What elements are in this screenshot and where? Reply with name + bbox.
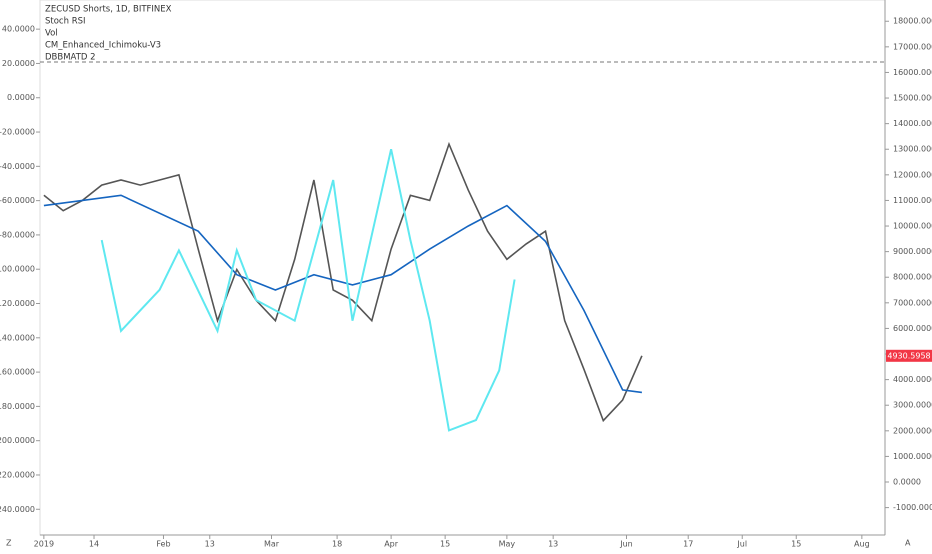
- x-tick-label: Aug: [854, 540, 870, 549]
- y2-tick-label: 4000.0000: [893, 375, 932, 384]
- y2-tick-label: 8000.0000: [893, 273, 932, 282]
- y-tick-label: 40.0000: [2, 25, 35, 34]
- y-tick-label: -60.0000: [0, 196, 35, 205]
- y-tick-label: -80.0000: [0, 230, 35, 239]
- series-line: [100, 148, 516, 432]
- corner-label[interactable]: Z: [6, 539, 12, 548]
- x-tick-label: 15: [791, 540, 801, 549]
- y2-tick-label: 16000.0000: [893, 68, 932, 77]
- plot-area: [39, 0, 886, 536]
- y2-tick-label: 17000.0000: [893, 42, 932, 51]
- x-tick-label: 14: [89, 540, 99, 549]
- y-tick-label: 0.0000: [7, 93, 35, 102]
- x-tick-label: May: [499, 540, 516, 549]
- x-tick-label: 2019: [34, 540, 54, 549]
- series-line: [43, 141, 643, 423]
- y2-tick-label: 18000.0000: [893, 17, 932, 26]
- legend-item: Stoch RSI: [45, 17, 86, 27]
- y2-tick-label: 14000.0000: [893, 119, 932, 128]
- legend-item: CM_Enhanced_Ichimoku-V3: [45, 41, 161, 51]
- y-tick-label: -40.0000: [0, 162, 35, 171]
- y2-tick-label: 0.0000: [893, 478, 921, 487]
- last-price-label: 4930.5958: [887, 351, 930, 360]
- x-tick-label: Feb: [156, 540, 170, 549]
- y-tick-label: -100.0000: [0, 265, 35, 274]
- y2-tick-label: 1000.0000: [893, 452, 932, 461]
- y2-tick-label: 3000.0000: [893, 401, 932, 410]
- y2-tick-label: 9000.0000: [893, 247, 932, 256]
- y-tick-label: -240.0000: [0, 505, 35, 514]
- y-tick-label: -200.0000: [0, 436, 35, 445]
- last-price-box: [886, 349, 932, 362]
- y2-tick-label: 15000.0000: [893, 94, 932, 103]
- x-tick-label: Jun: [619, 540, 633, 549]
- x-tick-label: 13: [548, 540, 558, 549]
- x-tick-label: Jul: [736, 540, 747, 549]
- x-tick-label: Mar: [264, 540, 280, 549]
- legend-item: DBBMATD 2: [45, 53, 96, 63]
- y2-tick-label: 11000.0000: [893, 196, 932, 205]
- series-line: [43, 194, 643, 394]
- y-tick-label: -180.0000: [0, 402, 35, 411]
- y2-tick-label: -1000.0000: [893, 503, 932, 512]
- corner-label[interactable]: A: [905, 539, 911, 548]
- y2-tick-label: 10000.0000: [893, 222, 932, 231]
- y2-tick-label: 12000.0000: [893, 170, 932, 179]
- y2-tick-label: 7000.0000: [893, 298, 932, 307]
- y-tick-label: 20.0000: [2, 59, 35, 68]
- y-tick-label: -160.0000: [0, 368, 35, 377]
- x-tick-label: Apr: [384, 540, 399, 549]
- x-tick-label: 17: [683, 540, 693, 549]
- y2-tick-label: 13000.0000: [893, 145, 932, 154]
- y-tick-label: -20.0000: [0, 128, 35, 137]
- y-tick-label: -220.0000: [0, 470, 35, 479]
- x-tick-label: 15: [440, 540, 450, 549]
- legend-item: Vol: [45, 29, 58, 39]
- y2-tick-label: 6000.0000: [893, 324, 932, 333]
- y-tick-label: -120.0000: [0, 299, 35, 308]
- x-tick-label: 18: [332, 540, 342, 549]
- legend-title: ZECUSD Shorts, 1D, BITFINEX: [45, 5, 172, 15]
- y-tick-label: -140.0000: [0, 333, 35, 342]
- x-tick-label: 13: [205, 540, 215, 549]
- y2-tick-label: 2000.0000: [893, 426, 932, 435]
